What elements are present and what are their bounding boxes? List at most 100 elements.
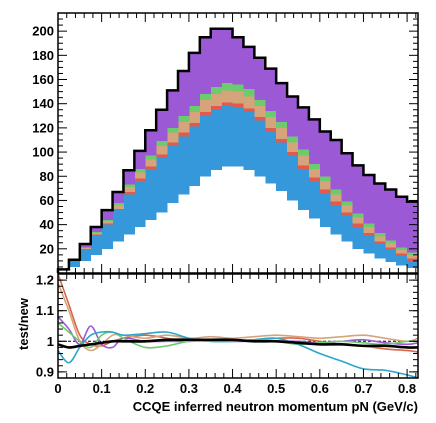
bar-series-1-bin-11	[178, 136, 190, 195]
bar-series-3-bin-30	[385, 242, 397, 248]
bottom-y-ticks: 0.9 1 1.1 1.2	[36, 273, 418, 379]
bar-series-5-bin-17	[243, 46, 255, 90]
bar-series-3-bin-13	[199, 100, 212, 113]
bar-series-3-bin-7	[134, 172, 146, 179]
bar-series-5-bin-26	[341, 153, 353, 202]
bar-series-5-bin-13	[199, 37, 212, 95]
bar-series-4-bin-5	[112, 202, 124, 206]
bar-series-1-bin-4	[101, 224, 113, 249]
bar-series-2-bin-28	[363, 233, 375, 236]
top-ytick-label-1: 40	[40, 217, 54, 232]
bar-series-2-bin-26	[341, 212, 353, 217]
bar-series-3-bin-11	[178, 121, 190, 133]
bar-series-5-bin-16	[232, 37, 244, 85]
bar-series-3-bin-29	[374, 236, 386, 242]
bar-series-4-bin-9	[156, 141, 168, 147]
bar-series-0-bin-3	[90, 254, 103, 273]
bar-series-5-bin-11	[178, 71, 190, 116]
bar-series-1-bin-21	[287, 155, 299, 201]
bar-series-1-bin-2	[79, 248, 92, 261]
histogram-bars	[58, 28, 419, 273]
bottom-xtick-label-0: 0	[54, 381, 61, 396]
bar-series-3-bin-22	[298, 155, 310, 166]
bar-series-0-bin-14	[210, 170, 223, 273]
bar-series-3-bin-17	[243, 96, 255, 109]
bar-series-2-bin-24	[319, 189, 332, 194]
bar-series-0-bin-12	[188, 185, 201, 273]
bar-series-1-bin-7	[134, 181, 146, 228]
bar-series-2-bin-17	[243, 108, 255, 113]
bar-series-4-bin-11	[178, 115, 190, 122]
bar-series-0-bin-25	[330, 234, 343, 273]
bar-series-0-bin-26	[341, 241, 353, 273]
bar-series-0-bin-24	[319, 227, 332, 273]
bar-series-4-bin-21	[287, 136, 299, 143]
bottom-xtick-label-8: 0.8	[398, 381, 416, 396]
bar-series-5-bin-23	[308, 119, 321, 165]
bar-series-4-bin-22	[298, 149, 310, 156]
y-axis-title: test/new	[16, 297, 31, 350]
bar-series-3-bin-5	[112, 205, 124, 209]
bar-series-4-bin-18	[254, 100, 266, 107]
bar-series-4-bin-20	[276, 121, 288, 128]
bar-series-4-bin-8	[145, 155, 157, 160]
bar-series-0-bin-17	[243, 170, 255, 273]
bar-series-4-bin-17	[243, 89, 255, 97]
bar-series-2-bin-8	[145, 166, 157, 169]
top-ytick-label-9: 200	[32, 24, 54, 39]
bar-series-1-bin-27	[352, 227, 364, 249]
bottom-x-ticks: 0 0.1 0.2 0.3 0.4 0.5 0.6 0.7 0.8	[54, 274, 417, 396]
bar-series-2-bin-3	[90, 234, 103, 236]
bar-series-1-bin-28	[363, 235, 375, 254]
bar-series-4-bin-10	[167, 127, 179, 133]
bar-series-1-bin-13	[199, 115, 212, 177]
bar-series-1-bin-31	[396, 256, 408, 266]
bar-series-3-bin-32	[407, 254, 419, 259]
bar-series-2-bin-25	[330, 201, 343, 206]
bar-series-2-bin-18	[254, 117, 266, 121]
bottom-xtick-label-4: 0.4	[224, 381, 243, 396]
bottom-xtick-label-2: 0.2	[136, 381, 154, 396]
bar-series-0-bin-21	[287, 200, 299, 273]
bar-series-5-bin-2	[79, 243, 92, 248]
ratio-panel: 0.9 1 1.1 1.2 0 0.1 0.2 0.3 0.4 0.5 0.6 0.7 0.8 tes…	[16, 273, 419, 414]
bar-series-4-bin-26	[341, 201, 353, 206]
bar-series-0-bin-27	[352, 248, 364, 273]
bar-series-1-bin-26	[341, 216, 353, 242]
bottom-panel-frame	[57, 273, 419, 379]
bar-series-3-bin-25	[330, 194, 343, 202]
bar-series-2-bin-11	[178, 132, 190, 137]
bar-series-5-bin-29	[374, 183, 386, 234]
bar-series-5-bin-9	[156, 109, 168, 142]
bar-series-0-bin-7	[134, 227, 146, 273]
bar-series-5-bin-10	[167, 90, 179, 128]
bottom-xtick-label-6: 0.6	[311, 381, 329, 396]
bottom-xtick-label-1: 0.1	[93, 381, 111, 396]
bar-series-4-bin-24	[319, 176, 332, 182]
bar-series-3-bin-2	[79, 247, 92, 249]
bar-series-0-bin-9	[156, 212, 168, 273]
bar-series-3-bin-14	[210, 94, 223, 107]
bar-series-5-bin-31	[396, 196, 408, 248]
bar-series-0-bin-32	[407, 268, 419, 273]
bar-series-1-bin-24	[319, 193, 332, 228]
bar-series-0-bin-16	[232, 166, 244, 273]
bar-series-3-bin-20	[276, 127, 288, 139]
bar-series-2-bin-20	[276, 138, 288, 143]
bar-series-3-bin-8	[145, 159, 157, 167]
stacked-histogram-panel: 20 40 60 80 100 120 140 160 180 200	[32, 12, 419, 274]
bar-series-1-bin-22	[298, 169, 310, 211]
top-ytick-label-4: 100	[32, 145, 54, 160]
bar-series-0-bin-4	[101, 248, 113, 273]
bar-series-3-bin-27	[352, 217, 364, 224]
bar-series-5-bin-3	[90, 227, 103, 232]
bar-series-5-bin-15	[221, 28, 233, 84]
bar-series-3-bin-12	[188, 112, 201, 124]
bar-series-5-bin-8	[145, 130, 157, 156]
bottom-ytick-label-1: 1	[47, 334, 54, 349]
bar-series-0-bin-19	[265, 183, 277, 273]
bar-series-4-bin-4	[101, 219, 113, 221]
bar-series-0-bin-10	[167, 202, 179, 273]
bar-series-1-bin-15	[221, 106, 233, 167]
bottom-ytick-label-2: 1.1	[36, 303, 54, 318]
